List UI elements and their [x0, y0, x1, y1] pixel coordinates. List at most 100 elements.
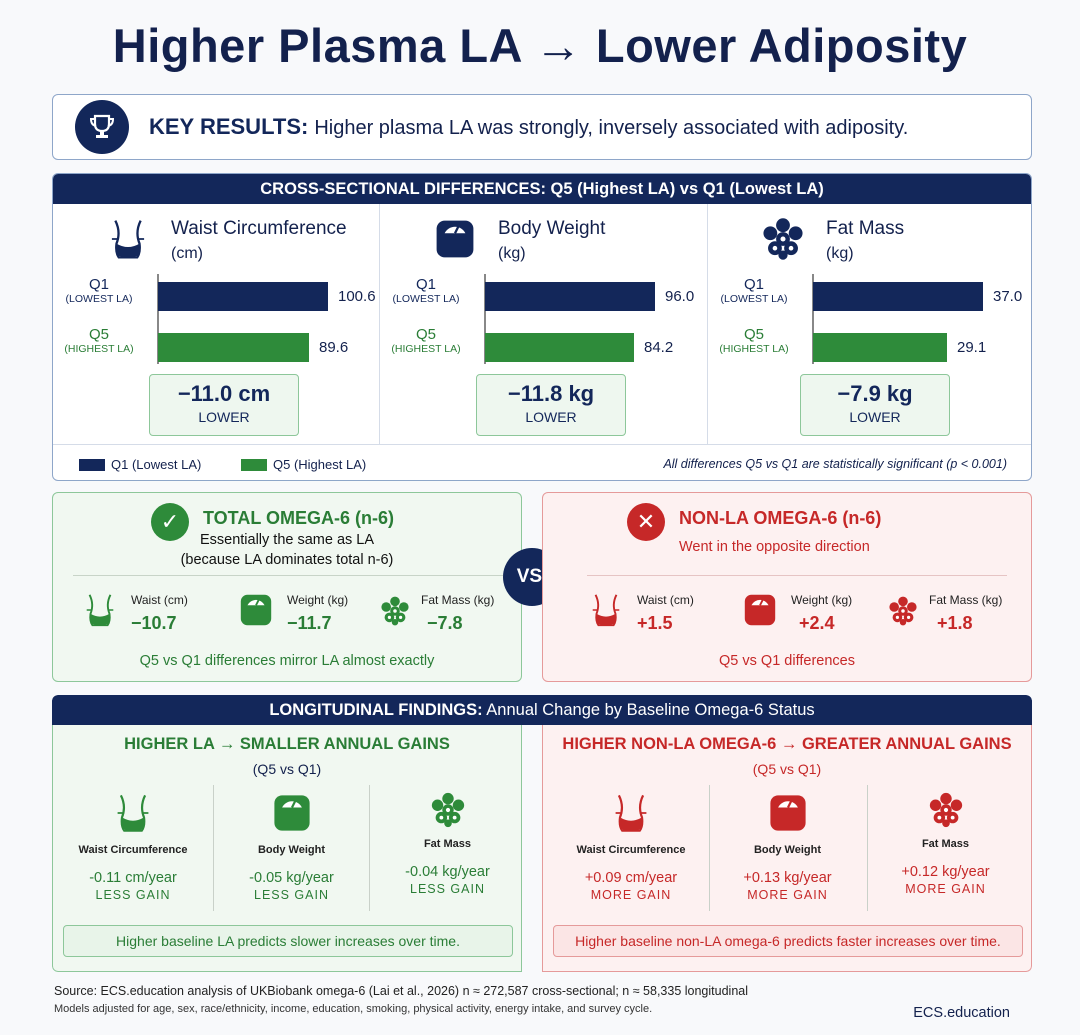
fat-cells-icon	[887, 595, 919, 627]
bar-q5-value: 89.6	[319, 339, 349, 356]
total-omega6-weight: Weight (kg) −11.7	[237, 587, 377, 643]
panel-unit: (kg)	[498, 245, 526, 262]
col-name: Fat Mass	[921, 838, 970, 850]
axis-line	[812, 274, 814, 364]
key-results-label: KEY RESULTS:	[149, 114, 309, 139]
trophy-icon	[75, 100, 129, 154]
legend-label-q1: Q1 (Lowest LA)	[111, 457, 202, 472]
difference-badge: −7.9 kg LOWER	[800, 374, 950, 436]
bar-q1-value: 100.6	[338, 288, 376, 305]
scale-icon	[237, 591, 275, 629]
longitudinal-section: LONGITUDINAL FINDINGS: Annual Change by …	[52, 695, 1032, 972]
q1-label: Q1 (LOWEST LA)	[380, 276, 472, 305]
models-note: Models adjusted for age, sex, race/ethni…	[54, 1003, 653, 1015]
key-results-text: KEY RESULTS: Higher plasma LA was strongl…	[149, 114, 908, 140]
nonla-omega6-footer: Q5 vs Q1 differences	[719, 653, 855, 669]
q1-label: Q1 (LOWEST LA)	[708, 276, 800, 305]
significance-note: All differences Q5 vs Q1 are statistical…	[663, 457, 1007, 471]
axis-line	[484, 274, 486, 364]
item-name: Waist (cm)	[637, 593, 694, 607]
item-name: Weight (kg)	[287, 593, 349, 607]
q1-label-text: Q1	[88, 276, 109, 293]
page-title: Higher Plasma LA → Lower Adiposity	[112, 19, 968, 72]
difference-value: −11.8 kg	[507, 381, 595, 406]
bar-q1	[485, 282, 655, 311]
fat-cells-icon	[927, 791, 965, 829]
difference-value: −11.0 cm	[177, 381, 271, 406]
difference-badge: −11.0 cm LOWER	[149, 374, 299, 436]
longitudinal-left-weight: Body Weight -0.05 kg/year LESS GAIN	[213, 785, 369, 911]
col-value: +0.09 cm/year	[584, 870, 678, 886]
total-omega6-footer: Q5 vs Q1 differences mirror LA almost ex…	[139, 653, 435, 669]
key-results-box: KEY RESULTS: Higher plasma LA was strongl…	[52, 94, 1032, 160]
q5-label: Q5 (HIGHEST LA)	[380, 326, 472, 355]
col-gain: MORE GAIN	[905, 882, 986, 896]
longitudinal-left-title: HIGHER LA → SMALLER ANNUAL GAINS	[124, 735, 450, 753]
longitudinal-right-sub: (Q5 vs Q1)	[752, 761, 822, 777]
longitudinal-right-title: HIGHER NON-LA OMEGA-6 → GREATER ANNUAL G…	[562, 735, 1012, 753]
total-omega6-sub1: Essentially the same as LA	[199, 532, 375, 548]
longitudinal-header-bold: LONGITUDINAL FINDINGS:	[269, 701, 483, 719]
key-results-body: Higher plasma LA was strongly, inversely…	[314, 117, 909, 139]
panel-unit: (cm)	[171, 245, 203, 262]
q5-sub-text: (HIGHEST LA)	[64, 343, 134, 355]
col-name: Fat Mass	[423, 838, 472, 850]
col-gain: LESS GAIN	[254, 888, 329, 902]
col-value: +0.13 kg/year	[743, 870, 832, 886]
legend-swatch-q5	[241, 459, 267, 471]
divider	[587, 575, 1007, 576]
item-value: +2.4	[799, 613, 835, 633]
longitudinal-right-waist: Waist Circumference +0.09 cm/year MORE G…	[553, 785, 709, 911]
q5-sub-text: (HIGHEST LA)	[391, 343, 461, 355]
col-value: -0.04 kg/year	[405, 864, 490, 880]
panel-title: Waist Circumference	[171, 218, 347, 239]
item-name: Weight (kg)	[791, 593, 853, 607]
q1-label-text: Q1	[415, 276, 436, 293]
total-omega6-waist: Waist (cm) −10.7	[81, 587, 221, 643]
nonla-omega6-sub: Went in the opposite direction	[679, 539, 870, 555]
col-gain: LESS GAIN	[95, 888, 171, 902]
difference-value: −7.9 kg	[837, 381, 913, 406]
nonla-omega6-box: ✕ NON-LA OMEGA-6 (n-6) Went in the oppos…	[542, 492, 1032, 682]
difference-label: LOWER	[525, 409, 577, 425]
bar-q5	[485, 333, 634, 362]
brand-label: ECS.education	[913, 1005, 1010, 1021]
total-omega6-box: ✓ TOTAL OMEGA-6 (n-6) Essentially the sa…	[52, 492, 522, 682]
nonla-omega6-fat: Fat Mass (kg) +1.8	[887, 587, 1027, 643]
q1-label: Q1 (LOWEST LA)	[53, 276, 145, 305]
longitudinal-right-fat: Fat Mass +0.12 kg/year MORE GAIN	[867, 785, 1023, 911]
waist-icon	[587, 591, 625, 629]
longitudinal-right-weight: Body Weight +0.13 kg/year MORE GAIN	[709, 785, 865, 911]
panel-title: Body Weight	[498, 218, 606, 239]
longitudinal-right: HIGHER NON-LA OMEGA-6 → GREATER ANNUAL G…	[542, 725, 1032, 972]
col-gain: MORE GAIN	[590, 888, 672, 902]
panel-unit: (kg)	[826, 245, 854, 262]
q1-sub-text: (LOWEST LA)	[65, 293, 133, 305]
bar-q1	[813, 282, 983, 311]
col-name: Waist Circumference	[78, 844, 188, 856]
panel-title: Fat Mass	[826, 218, 905, 239]
cross-sectional-section: CROSS-SECTIONAL DIFFERENCES: Q5 (Highest…	[52, 173, 1032, 481]
col-gain: LESS GAIN	[410, 882, 485, 896]
check-icon: ✓	[151, 503, 189, 541]
legend-label-q5: Q5 (Highest LA)	[273, 457, 367, 472]
longitudinal-left-footer: Higher baseline LA predicts slower incre…	[63, 925, 513, 957]
longitudinal-right-footer: Higher baseline non-LA omega-6 predicts …	[553, 925, 1023, 957]
longitudinal-header-rest: Annual Change by Baseline Omega-6 Status	[482, 701, 815, 719]
scale-icon	[766, 791, 810, 835]
q5-label: Q5 (HIGHEST LA)	[708, 326, 800, 355]
difference-badge: −11.8 kg LOWER	[476, 374, 626, 436]
q1-label-text: Q1	[743, 276, 764, 293]
cross-sectional-header: CROSS-SECTIONAL DIFFERENCES: Q5 (Highest…	[53, 174, 1031, 204]
longitudinal-left-waist: Waist Circumference -0.11 cm/year LESS G…	[55, 785, 211, 911]
difference-label: LOWER	[198, 409, 250, 425]
col-value: +0.12 kg/year	[901, 864, 990, 880]
item-name: Fat Mass (kg)	[929, 593, 1003, 607]
waist-icon	[81, 591, 119, 629]
q5-label-text: Q5	[88, 326, 109, 343]
cross-sectional-panels: Waist Circumference (cm) Q1 (LOWEST LA) Q5 (H…	[53, 204, 1031, 444]
bar-q5	[158, 333, 309, 362]
fat-cells-icon	[429, 791, 467, 829]
bar-q5-value: 29.1	[957, 339, 987, 356]
divider	[73, 575, 503, 576]
